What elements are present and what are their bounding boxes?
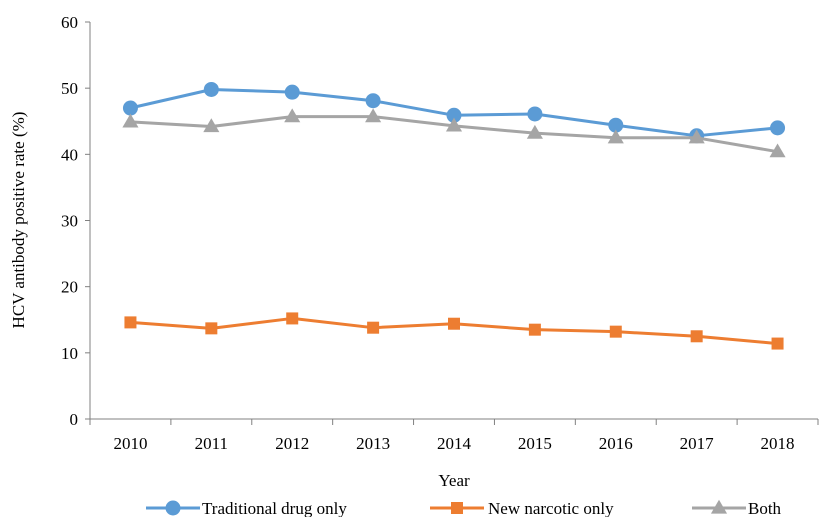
- y-tick-label: 0: [70, 410, 79, 429]
- x-tick-label: 2011: [195, 434, 228, 453]
- data-point: [284, 84, 300, 100]
- legend: Traditional drug only New narcotic only Bo…: [146, 499, 782, 517]
- data-point: [122, 100, 138, 116]
- data-point: [607, 129, 624, 144]
- x-tick-label: 2012: [275, 434, 309, 453]
- legend-label: New narcotic only: [488, 499, 614, 517]
- x-axis-title: Year: [438, 471, 470, 490]
- y-tick-label: 60: [61, 13, 78, 32]
- legend-marker: [710, 499, 728, 514]
- data-point: [286, 312, 299, 325]
- data-point: [771, 337, 784, 350]
- data-point: [122, 113, 139, 128]
- data-point: [205, 322, 218, 335]
- legend-marker: [451, 502, 463, 514]
- data-point: [203, 118, 220, 133]
- data-point: [365, 93, 381, 109]
- series-triangle: [122, 108, 786, 158]
- y-tick-label: 30: [61, 212, 78, 231]
- data-point: [284, 108, 301, 123]
- x-tick-label: 2017: [680, 434, 715, 453]
- data-point: [608, 117, 624, 133]
- data-point: [448, 317, 460, 330]
- legend-item: New narcotic only: [430, 499, 614, 517]
- data-point: [203, 81, 219, 97]
- data-point: [688, 129, 705, 144]
- legend-label: Both: [748, 499, 782, 517]
- data-point: [367, 321, 380, 334]
- data-point: [690, 330, 703, 343]
- y-tick-label: 10: [61, 344, 78, 363]
- axes: [89, 22, 818, 420]
- data-point: [365, 108, 382, 123]
- series-layer: [122, 81, 786, 350]
- series-square: [124, 312, 784, 350]
- data-point: [527, 106, 543, 122]
- y-tick-label: 20: [61, 278, 78, 297]
- data-point: [528, 323, 541, 336]
- x-tick-label: 2014: [437, 434, 472, 453]
- data-point: [526, 124, 543, 139]
- data-point: [770, 120, 786, 136]
- data-point: [609, 325, 622, 338]
- y-axis-title: HCV antibody positive rate (%): [9, 112, 28, 329]
- legend-label: Traditional drug only: [202, 499, 347, 517]
- legend-item: Both: [692, 499, 782, 517]
- legend-item: Traditional drug only: [146, 499, 347, 517]
- series-circle: [122, 81, 786, 144]
- legend-marker: [165, 500, 181, 516]
- x-tick-label: 2016: [599, 434, 633, 453]
- data-point: [445, 117, 463, 132]
- x-tick-label: 2010: [113, 434, 147, 453]
- x-ticks: 2010 2011 2012 2013 2014 2015 2016 2017 2018: [89, 419, 819, 453]
- y-ticks: 0 10 20 30 40 50 60: [61, 13, 90, 429]
- data-point: [446, 107, 462, 123]
- y-tick-label: 50: [61, 79, 78, 98]
- x-tick-label: 2018: [761, 434, 795, 453]
- y-tick-label: 40: [61, 145, 78, 164]
- x-tick-label: 2013: [356, 434, 390, 453]
- data-point: [124, 316, 137, 329]
- x-tick-label: 2015: [518, 434, 552, 453]
- data-point: [769, 143, 786, 158]
